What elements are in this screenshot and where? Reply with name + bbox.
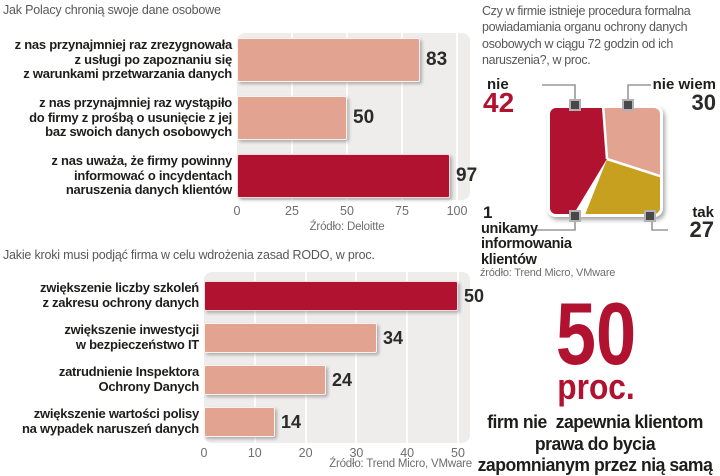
anchor-marker-icons xyxy=(569,99,656,222)
pie-slice-nie xyxy=(550,108,607,214)
chart1-source: Źródło: Deloitte xyxy=(309,221,385,233)
pie-title-line: Czy w firmie istnieje procedura formalna xyxy=(482,4,691,18)
highlight-unit: proc. xyxy=(557,366,635,407)
bar-value: 34 xyxy=(383,328,404,348)
bar-label: z nas przynajmniej raz wystąpiło do firmy… xyxy=(0,93,232,143)
bar-label-line: Ochrony Danych xyxy=(98,379,199,394)
bar xyxy=(204,365,326,395)
chart2-source: Źródło: Trend Micro, VMware xyxy=(329,458,472,470)
connector-lines xyxy=(534,84,668,231)
pie-slice-tak xyxy=(584,159,660,214)
bar-label-line: w bezpieczeństwo IT xyxy=(75,337,199,352)
axis-tick: 50 xyxy=(340,204,354,218)
pie-title-line: powiadamiania organu ochrony danych xyxy=(482,20,688,35)
pie-label-nie: nie xyxy=(487,76,509,93)
bar-label-line: informować o incydentach xyxy=(74,167,232,183)
highlight-statement-line: zapomnianym przez nią samą xyxy=(477,454,713,475)
axis-tick: 30 xyxy=(349,446,364,460)
axis-tick: 100 xyxy=(446,204,468,218)
pie-title-line: osobowych w ciągu 72 godzin od ich xyxy=(482,36,674,51)
bar-value: 97 xyxy=(456,165,478,186)
bar-label-line: zwiększenie inwestycji xyxy=(64,322,199,338)
pie-value-nie-wiem: 30 xyxy=(691,90,716,115)
bar-label-line: z warunkami przetwarzania danych xyxy=(23,66,232,82)
axis-tick: 50 xyxy=(451,446,465,460)
bar-label-line: baz swoich danych osobowych xyxy=(45,124,232,140)
pie-slice-unikamy xyxy=(572,159,607,214)
chart2-title: Jakie kroki musi podjąć firma w celu wdr… xyxy=(3,248,375,262)
axis-tick: 0 xyxy=(200,446,208,460)
bar-label-line: z usługi po zapoznaniu się xyxy=(74,51,233,67)
bar-value: 14 xyxy=(281,412,302,432)
gridline xyxy=(406,272,409,443)
gridline xyxy=(346,33,348,200)
bar-label-line: z nas uważa, że firmy powinny xyxy=(51,152,232,168)
bar-label: zwiększenie inwestycji w bezpieczeństwo I… xyxy=(0,320,199,356)
highlight-statement-line: firm nie zapewnia klientom xyxy=(487,411,703,432)
bar-value: 24 xyxy=(332,370,353,390)
gridline xyxy=(457,272,459,443)
pie-value-nie: 42 xyxy=(483,87,515,118)
slice-dividers xyxy=(601,108,660,179)
pie-source: źródło: Trend Micro, VMware xyxy=(480,267,616,279)
bar xyxy=(204,407,275,437)
square-pie-container xyxy=(480,75,720,245)
bar-value: 50 xyxy=(464,286,485,306)
highlight-statement: firm nie zapewnia klientom prawa do byci… xyxy=(476,411,714,476)
pie-label-unikamy: unikamy informowania klientów xyxy=(481,221,572,268)
gridline xyxy=(456,33,458,200)
pie-label-unikamy-line: klientów xyxy=(481,251,537,268)
bar-label-line: zwiększenie liczby szkoleń xyxy=(40,280,199,296)
gridline xyxy=(253,272,256,443)
bar-value: 50 xyxy=(353,107,375,128)
axis-tick: 25 xyxy=(285,204,299,218)
bar xyxy=(204,323,377,353)
bar xyxy=(204,281,458,311)
bar-label-line: naruszenia danych klientów xyxy=(65,182,232,198)
bar-label-line: do firmy z prośbą o usunięcie z jej xyxy=(29,109,232,125)
gridline xyxy=(355,272,358,443)
axis-tick: 40 xyxy=(400,446,415,460)
gridline xyxy=(401,33,403,200)
bar xyxy=(237,38,420,82)
pie-label-nie-wiem: nie wiem xyxy=(652,76,716,93)
chart1-title: Jak Polacy chronią swoje dane osobowe xyxy=(3,3,221,17)
pie-label-unikamy-line: informowania xyxy=(481,236,572,253)
bar-label-line: zwiększenie wartości polisy xyxy=(33,406,199,422)
axis-tick: 75 xyxy=(395,204,409,218)
bar-label: zwiększenie wartości polisy na wypadek na… xyxy=(0,404,199,440)
bar-label-line: z nas przynajmniej raz zrezygnowała xyxy=(14,36,233,52)
highlight-number: 50 xyxy=(555,284,637,383)
pie-value-unikamy: 1 xyxy=(483,203,493,222)
pie-title: Czy w firmie istnieje procedura formalna… xyxy=(482,3,691,69)
axis-tick: 0 xyxy=(233,204,241,218)
bar-label: zatrudnienie Inspektora Ochrony Danych xyxy=(0,362,199,398)
pie-label-unikamy-line: unikamy xyxy=(481,221,538,237)
bar-label-line: z zakresu ochrony danych xyxy=(42,295,199,310)
pie-value-tak: 27 xyxy=(689,217,714,242)
bar xyxy=(237,96,347,140)
bar-label-line: z nas przynajmniej raz wystąpiło xyxy=(39,94,232,110)
bar-label-line: zatrudnienie Inspektora xyxy=(58,364,199,380)
axis-tick: 20 xyxy=(298,446,313,460)
pie-slice-nie-wiem xyxy=(603,108,660,177)
highlight-statement-line: prawa do bycia xyxy=(534,432,656,454)
bar-label: zwiększenie liczby szkoleń z zakresu ochr… xyxy=(0,278,199,314)
gridline xyxy=(304,272,307,443)
bar-label: z nas uważa, że firmy powinny informować … xyxy=(0,151,232,201)
pie-label-tak: tak xyxy=(692,204,714,221)
bar-label: z nas przynajmniej raz zrezygnowała z usł… xyxy=(0,35,233,85)
bar-label-line: na wypadek naruszeń danych xyxy=(21,421,199,436)
pie-title-line: naruszenia?, w proc. xyxy=(482,53,591,68)
bar xyxy=(237,154,450,198)
axis-tick: 10 xyxy=(247,446,262,460)
bar-value: 83 xyxy=(426,49,448,70)
square-pie-chart xyxy=(534,84,668,231)
